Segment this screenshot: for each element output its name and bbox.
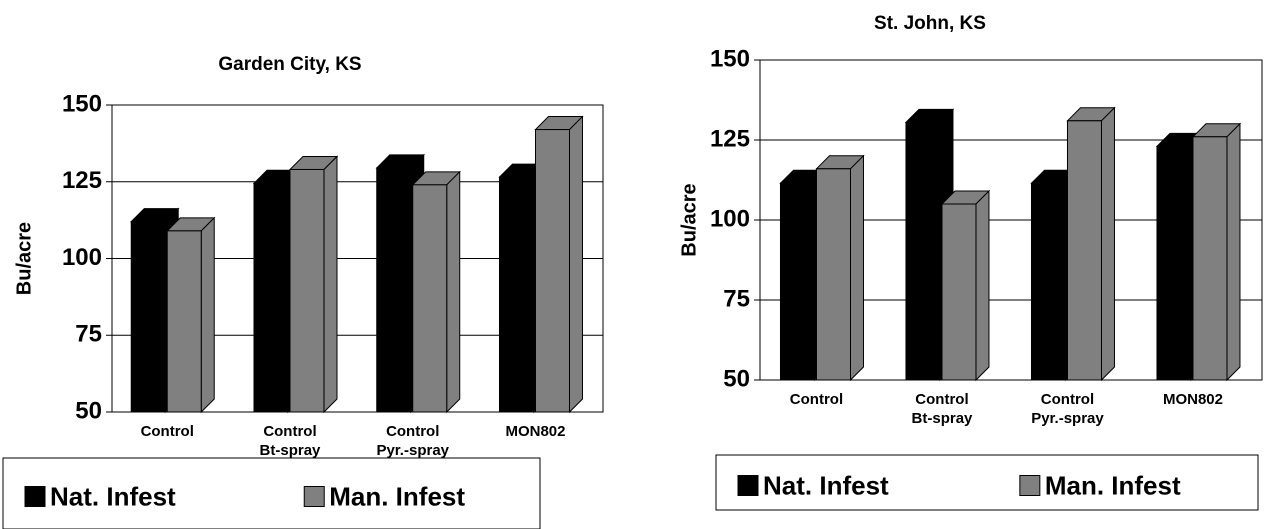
bar-front [412, 184, 448, 413]
legend-swatch [303, 486, 325, 507]
x-tick-label: Bt-spray [260, 442, 322, 459]
bar-side [323, 155, 338, 414]
x-tick-label: Control [386, 423, 439, 440]
y-axis-label: Bu/acre [13, 222, 35, 295]
y-tick-label: 125 [62, 167, 102, 194]
bar-side [568, 115, 583, 414]
x-tick-label: Control [263, 423, 316, 440]
legend-label: Nat. Infest [763, 470, 889, 500]
legend-swatch [24, 486, 46, 507]
legend-label: Man. Infest [329, 481, 465, 511]
x-tick-label: Bt-spray [912, 410, 974, 427]
legend-label: Nat. Infest [50, 481, 176, 511]
bar-front [815, 168, 851, 381]
bar-front [166, 230, 202, 413]
bar-front [253, 182, 289, 413]
bar [411, 170, 461, 414]
x-tick-label: MON802 [1163, 391, 1223, 408]
legend-swatch [1019, 475, 1041, 496]
bar-front [1192, 136, 1228, 381]
x-tick-label: Pyr.-spray [376, 442, 449, 459]
legend-box [2, 457, 541, 529]
bar-front [779, 182, 815, 381]
y-tick-label: 75 [723, 285, 750, 312]
bar [1066, 106, 1116, 382]
bar-front [1066, 120, 1102, 381]
y-tick-label: 75 [75, 321, 102, 348]
y-tick-label: 100 [62, 244, 102, 271]
x-tick-label: Control [915, 391, 968, 408]
bar-front [905, 121, 941, 381]
bar-front [376, 167, 412, 413]
bar-side [1100, 106, 1115, 382]
legend-label: Man. Infest [1045, 470, 1181, 500]
bar-front [498, 176, 534, 413]
bar [534, 115, 584, 414]
legend-swatch [737, 475, 759, 496]
chart-title: St. John, KS [874, 13, 986, 34]
y-axis-label: Bu/acre [678, 183, 700, 256]
bar-front [1156, 145, 1192, 381]
y-tick-label: 50 [723, 365, 750, 392]
y-tick-label: 150 [710, 45, 750, 72]
bar-front [289, 168, 325, 413]
bar-side [1226, 122, 1241, 382]
y-tick-label: 100 [710, 205, 750, 232]
bar [288, 155, 339, 414]
legend-box [715, 454, 1259, 511]
bar-front [130, 221, 166, 413]
x-tick-label: Control [790, 391, 843, 408]
bar [815, 154, 865, 382]
x-tick-label: Pyr.-spray [1031, 410, 1104, 427]
x-tick-label: Control [141, 423, 194, 440]
y-tick-label: 150 [62, 90, 102, 117]
bar-front [1030, 182, 1066, 381]
bar [940, 189, 991, 382]
bar-front [941, 203, 977, 381]
y-tick-label: 50 [75, 397, 102, 424]
bar-front [534, 129, 570, 413]
bar-side [975, 189, 990, 382]
bar [1191, 122, 1242, 382]
bar-side [446, 170, 461, 414]
bar [166, 216, 216, 414]
bar-side [849, 154, 864, 382]
x-tick-label: MON802 [505, 423, 565, 440]
chart-title: Garden City, KS [218, 54, 361, 75]
x-tick-label: Control [1041, 391, 1094, 408]
bar-side [200, 216, 215, 414]
y-tick-label: 125 [710, 125, 750, 152]
